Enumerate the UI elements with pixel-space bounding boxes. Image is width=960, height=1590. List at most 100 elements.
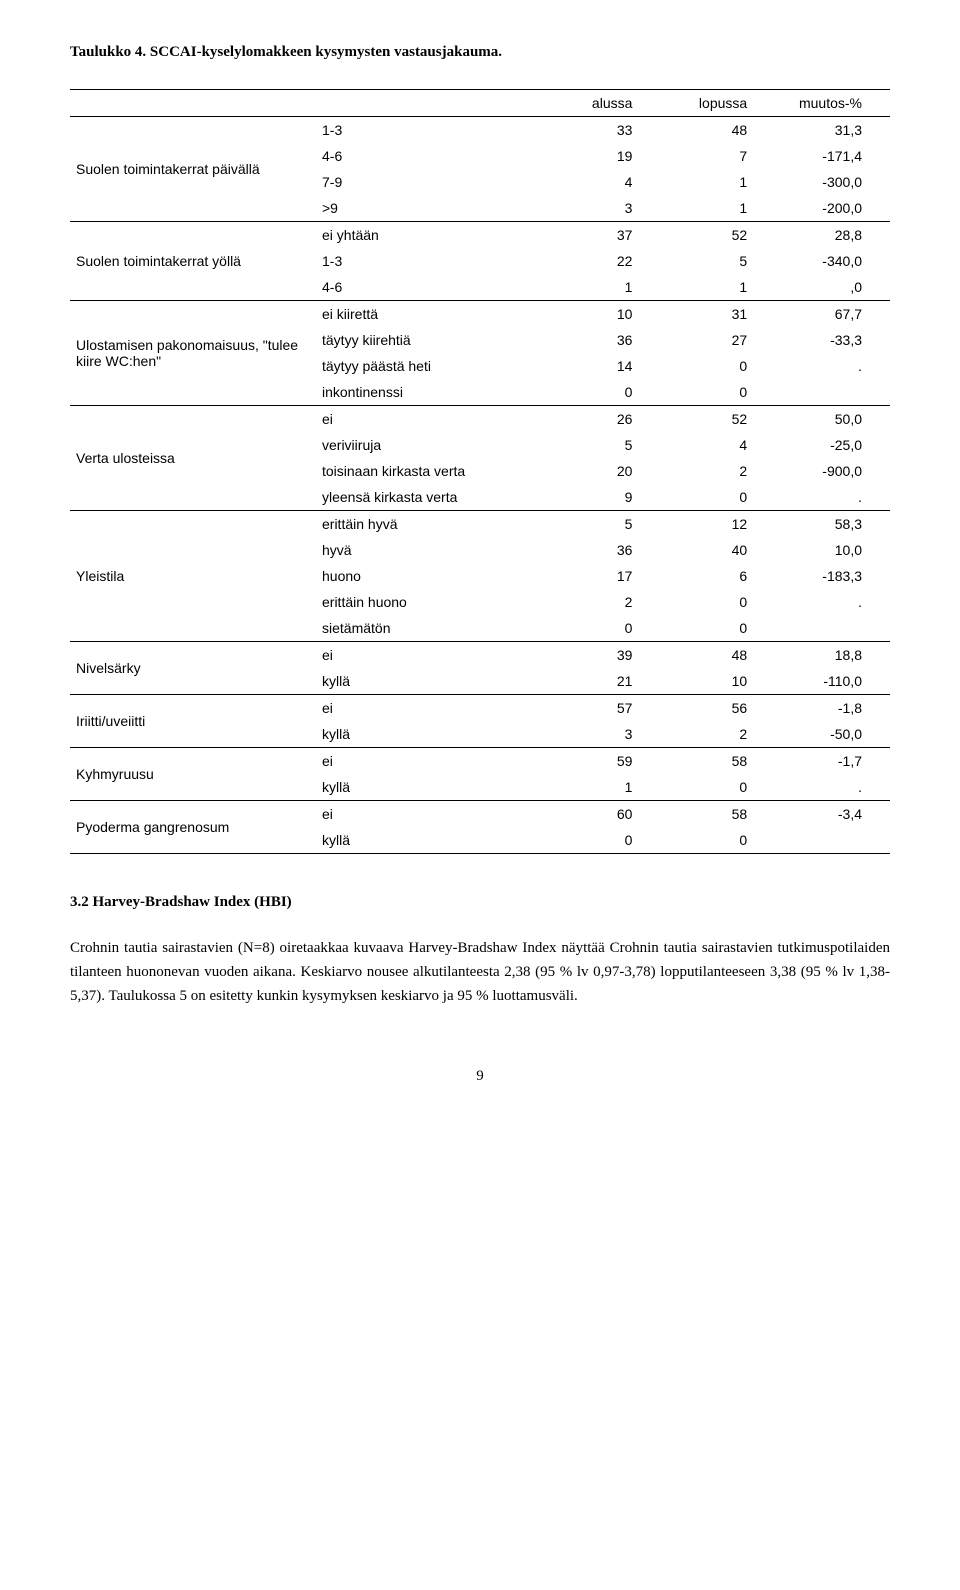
option-cell: 7-9 [316, 169, 546, 195]
table-row: Suolen toimintakerrat yölläei yhtään3752… [70, 222, 890, 249]
option-cell: ei [316, 642, 546, 669]
value-cell: 0 [660, 615, 775, 642]
option-cell: erittäin hyvä [316, 511, 546, 538]
value-cell: 57 [546, 695, 661, 722]
value-cell: -33,3 [775, 327, 890, 353]
value-cell: 10,0 [775, 537, 890, 563]
value-cell: 37 [546, 222, 661, 249]
value-cell: 5 [546, 432, 661, 458]
option-cell: 1-3 [316, 117, 546, 144]
value-cell: 14 [546, 353, 661, 379]
value-cell: 1 [660, 195, 775, 222]
group-label: Verta ulosteissa [70, 406, 316, 511]
value-cell: -3,4 [775, 801, 890, 828]
value-cell: 58 [660, 801, 775, 828]
value-cell: -25,0 [775, 432, 890, 458]
header-blank-2 [316, 90, 546, 117]
value-cell: ,0 [775, 274, 890, 301]
value-cell: 0 [660, 379, 775, 406]
value-cell: 0 [660, 774, 775, 801]
table-row: Kyhmyruusuei5958-1,7 [70, 748, 890, 775]
option-cell: ei yhtään [316, 222, 546, 249]
option-cell: >9 [316, 195, 546, 222]
value-cell: 52 [660, 406, 775, 433]
value-cell: 48 [660, 642, 775, 669]
group-label: Suolen toimintakerrat yöllä [70, 222, 316, 301]
header-alussa: alussa [546, 90, 661, 117]
value-cell: -200,0 [775, 195, 890, 222]
value-cell: 40 [660, 537, 775, 563]
value-cell: -1,8 [775, 695, 890, 722]
value-cell: . [775, 484, 890, 511]
group-label: Suolen toimintakerrat päivällä [70, 117, 316, 222]
value-cell: -110,0 [775, 668, 890, 695]
table-row: Ulostamisen pakonomaisuus, "tulee kiire … [70, 301, 890, 328]
option-cell: yleensä kirkasta verta [316, 484, 546, 511]
value-cell: 28,8 [775, 222, 890, 249]
value-cell: 36 [546, 537, 661, 563]
value-cell: 7 [660, 143, 775, 169]
table-caption-bold: Taulukko 4. SCCAI-kyselylomakkeen kysymy… [70, 44, 502, 60]
table-row: Yleistilaerittäin hyvä51258,3 [70, 511, 890, 538]
option-cell: täytyy päästä heti [316, 353, 546, 379]
value-cell: 67,7 [775, 301, 890, 328]
table-row: Iriitti/uveiittiei5756-1,8 [70, 695, 890, 722]
option-cell: hyvä [316, 537, 546, 563]
option-cell: ei [316, 801, 546, 828]
value-cell: 2 [660, 721, 775, 748]
table-caption: Taulukko 4. SCCAI-kyselylomakkeen kysymy… [70, 40, 890, 64]
value-cell: 10 [546, 301, 661, 328]
group-label: Yleistila [70, 511, 316, 642]
value-cell: 10 [660, 668, 775, 695]
data-table: alussa lopussa muutos-% Suolen toimintak… [70, 89, 890, 854]
option-cell: 4-6 [316, 143, 546, 169]
table-header-row: alussa lopussa muutos-% [70, 90, 890, 117]
value-cell: 31,3 [775, 117, 890, 144]
value-cell: 21 [546, 668, 661, 695]
group-label: Pyoderma gangrenosum [70, 801, 316, 854]
table-row: Verta ulosteissaei265250,0 [70, 406, 890, 433]
value-cell: 39 [546, 642, 661, 669]
value-cell: -183,3 [775, 563, 890, 589]
value-cell: 0 [546, 379, 661, 406]
value-cell: 1 [660, 169, 775, 195]
value-cell: 17 [546, 563, 661, 589]
option-cell: 1-3 [316, 248, 546, 274]
value-cell [775, 379, 890, 406]
value-cell: 0 [660, 353, 775, 379]
value-cell: 2 [660, 458, 775, 484]
value-cell: 9 [546, 484, 661, 511]
value-cell: 22 [546, 248, 661, 274]
value-cell: . [775, 774, 890, 801]
value-cell: 19 [546, 143, 661, 169]
value-cell: 1 [660, 274, 775, 301]
value-cell: 20 [546, 458, 661, 484]
value-cell: . [775, 353, 890, 379]
option-cell: sietämätön [316, 615, 546, 642]
value-cell: 2 [546, 589, 661, 615]
value-cell: 0 [660, 589, 775, 615]
option-cell: erittäin huono [316, 589, 546, 615]
value-cell: -171,4 [775, 143, 890, 169]
value-cell: 3 [546, 195, 661, 222]
value-cell: 0 [660, 827, 775, 854]
value-cell: 18,8 [775, 642, 890, 669]
section-heading: 3.2 Harvey-Bradshaw Index (HBI) [70, 894, 890, 911]
group-label: Ulostamisen pakonomaisuus, "tulee kiire … [70, 301, 316, 406]
value-cell: 27 [660, 327, 775, 353]
group-label: Iriitti/uveiitti [70, 695, 316, 748]
value-cell: 4 [660, 432, 775, 458]
value-cell: -340,0 [775, 248, 890, 274]
value-cell: 48 [660, 117, 775, 144]
option-cell: inkontinenssi [316, 379, 546, 406]
header-lopussa: lopussa [660, 90, 775, 117]
option-cell: veriviiruja [316, 432, 546, 458]
value-cell: 4 [546, 169, 661, 195]
value-cell: 50,0 [775, 406, 890, 433]
header-muutos: muutos-% [775, 90, 890, 117]
value-cell: 59 [546, 748, 661, 775]
body-paragraph: Crohnin tautia sairastavien (N=8) oireta… [70, 936, 890, 1008]
table-row: Pyoderma gangrenosumei6058-3,4 [70, 801, 890, 828]
option-cell: ei [316, 748, 546, 775]
option-cell: kyllä [316, 774, 546, 801]
